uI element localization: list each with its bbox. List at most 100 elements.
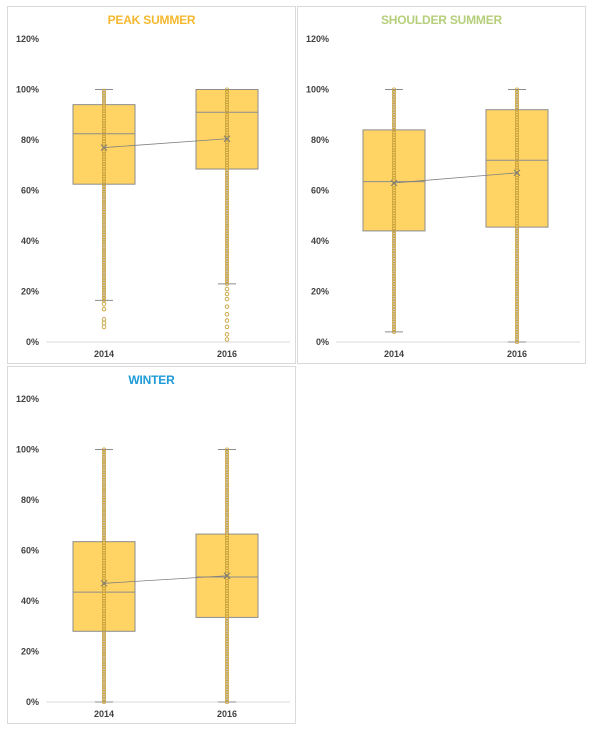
data-point: [224, 495, 229, 500]
data-point: [102, 252, 107, 257]
chart-title: SHOULDER SUMMER: [380, 13, 502, 27]
data-point: [102, 662, 107, 667]
data-point: [102, 669, 107, 674]
data-point: [392, 211, 397, 216]
data-point: [392, 112, 397, 117]
data-point: [392, 317, 397, 322]
data-point: [102, 545, 107, 550]
data-point: [102, 285, 107, 290]
data-point: [224, 130, 229, 135]
data-point: [224, 530, 229, 535]
data-point: [392, 185, 397, 190]
data-point: [392, 206, 397, 211]
data-point: [102, 159, 107, 164]
data-point: [514, 155, 519, 160]
data-point: [224, 110, 229, 115]
data-point: [102, 548, 107, 553]
data-point: [102, 636, 107, 641]
data-point: [514, 307, 519, 312]
data-point: [392, 173, 397, 178]
data-point: [102, 227, 107, 232]
data-point: [514, 226, 519, 231]
data-point: [392, 163, 397, 168]
data-point: [224, 231, 229, 236]
data-point: [224, 492, 229, 497]
data-point: [392, 107, 397, 112]
y-tick-label: 120%: [16, 34, 39, 44]
data-point: [102, 497, 107, 502]
data-point: [102, 528, 107, 533]
data-point: [102, 101, 107, 106]
data-point: [102, 480, 107, 485]
data-point: [514, 314, 519, 319]
data-point: [514, 203, 519, 208]
x-tick-label: 2016: [217, 709, 237, 719]
data-point: [514, 289, 519, 294]
data-point: [224, 155, 229, 160]
outlier-point: [224, 296, 230, 302]
data-point: [102, 151, 107, 156]
data-point: [392, 241, 397, 246]
data-point: [102, 657, 107, 662]
data-point: [514, 238, 519, 243]
y-tick-label: 100%: [16, 445, 39, 455]
data-point: [514, 329, 519, 334]
data-point: [514, 274, 519, 279]
data-point: [224, 112, 229, 117]
data-point: [102, 457, 107, 462]
data-point: [392, 314, 397, 319]
data-point: [392, 135, 397, 140]
data-point: [514, 261, 519, 266]
data-point: [224, 467, 229, 472]
data-point: [224, 672, 229, 677]
data-point: [392, 269, 397, 274]
data-point: [102, 573, 107, 578]
x-tick-label: 2014: [94, 349, 114, 359]
data-point: [102, 563, 107, 568]
data-point: [224, 515, 229, 520]
data-point: [514, 211, 519, 216]
data-point: [102, 551, 107, 556]
data-point: [224, 233, 229, 238]
data-point: [102, 462, 107, 467]
data-point: [102, 189, 107, 194]
data-point: [102, 629, 107, 634]
data-point: [392, 246, 397, 251]
data-point: [224, 646, 229, 651]
data-point: [102, 126, 107, 131]
data-point: [224, 558, 229, 563]
data-point: [514, 254, 519, 259]
data-point: [392, 165, 397, 170]
data-point: [392, 153, 397, 158]
data-point: [392, 213, 397, 218]
data-point: [224, 588, 229, 593]
data-point: [224, 153, 229, 158]
data-point: [514, 299, 519, 304]
data-point: [102, 149, 107, 154]
data-point: [224, 148, 229, 153]
data-point: [224, 150, 229, 155]
data-point: [224, 581, 229, 586]
y-tick-label: 100%: [16, 85, 39, 95]
data-point: [102, 270, 107, 275]
data-point: [392, 191, 397, 196]
data-point: [392, 279, 397, 284]
data-point: [102, 179, 107, 184]
data-point: [224, 163, 229, 168]
data-point: [224, 621, 229, 626]
data-point: [102, 295, 107, 300]
data-point: [224, 551, 229, 556]
data-point: [224, 535, 229, 540]
data-point: [514, 140, 519, 145]
data-point: [514, 201, 519, 206]
data-point: [514, 191, 519, 196]
data-point: [224, 487, 229, 492]
data-point: [514, 185, 519, 190]
data-point: [392, 294, 397, 299]
data-point: [102, 470, 107, 475]
data-point: [392, 193, 397, 198]
y-tick-label: 100%: [306, 85, 329, 95]
outlier-point: [224, 318, 230, 323]
data-point: [102, 131, 107, 136]
data-point: [392, 145, 397, 150]
